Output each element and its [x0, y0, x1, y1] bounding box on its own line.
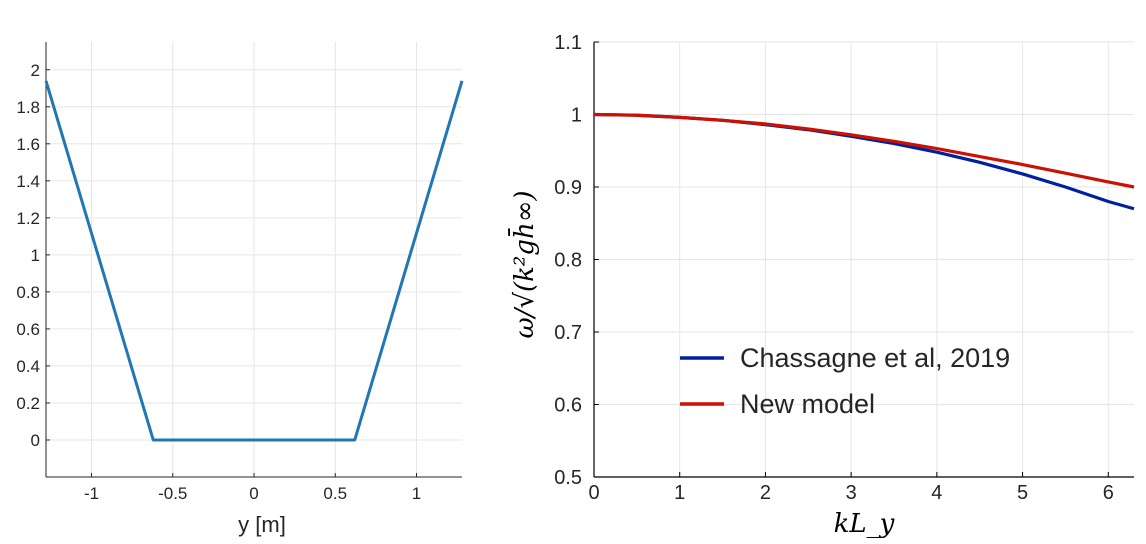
y-tick-label: 1.1	[554, 32, 582, 54]
x-axis-label: kL_y	[834, 509, 895, 539]
y-tick-label: 1.6	[16, 135, 40, 154]
y-tick-label: 0.8	[554, 250, 582, 272]
y-tick-label: 0.6	[554, 395, 582, 417]
left-chart: -1 -0.5 0 0.5 1 0 0.2 0.4 0.6 0.8 1 1.2 1.4 1.6 1.8 2 y …	[16, 42, 464, 537]
y-tick-label: 0.4	[16, 357, 40, 376]
x-tick-label: -1	[84, 484, 99, 503]
y-tick-label: 2	[31, 61, 40, 80]
x-tick-label: 3	[846, 482, 857, 504]
x-tick-label: 0	[249, 484, 258, 503]
y-tick-label: 1.8	[16, 98, 40, 117]
y-tick-label: 0.7	[554, 322, 582, 344]
x-tick-label: 2	[760, 482, 771, 504]
series-line-0	[44, 80, 464, 442]
y-tick-label: 1.4	[16, 172, 40, 191]
y-tick-label: 1	[31, 246, 40, 265]
legend: Chassagne et al, 2019 New model	[680, 343, 1010, 419]
y-tick-label: 1	[571, 105, 582, 127]
x-axis-label: y [m]	[238, 512, 286, 537]
series-line-1	[593, 112, 1135, 189]
x-tick-label: 5	[1017, 482, 1028, 504]
y-tick-label: 0	[31, 431, 40, 450]
y-tick-label: 0.8	[16, 283, 40, 302]
x-tick-label: 6	[1103, 482, 1114, 504]
x-tick-label: 1	[412, 484, 421, 503]
y-tick-label: 0.6	[16, 320, 40, 339]
x-tick-label: 0.5	[323, 484, 347, 503]
y-tick-label: 1.2	[16, 209, 40, 228]
legend-label-1: New model	[740, 389, 875, 419]
x-tick-label: 1	[674, 482, 685, 504]
x-tick-label: 0	[588, 482, 599, 504]
right-chart: 0 1 2 3 4 5 6 0.5 0.6 0.7 0.8 0.9 1 1.1 kL_y ω/√(k²gh̄∞…	[507, 32, 1135, 539]
y-tick-label: 0.9	[554, 177, 582, 199]
series-line-0	[593, 112, 1135, 211]
y-tick-label: 0.2	[16, 394, 40, 413]
x-tick-label: 4	[931, 482, 942, 504]
y-tick-label: 0.5	[554, 467, 582, 489]
y-axis-label: ω/√(k²gh̄∞)	[507, 190, 540, 338]
x-tick-label: -0.5	[158, 484, 187, 503]
legend-label-0: Chassagne et al, 2019	[740, 343, 1010, 373]
